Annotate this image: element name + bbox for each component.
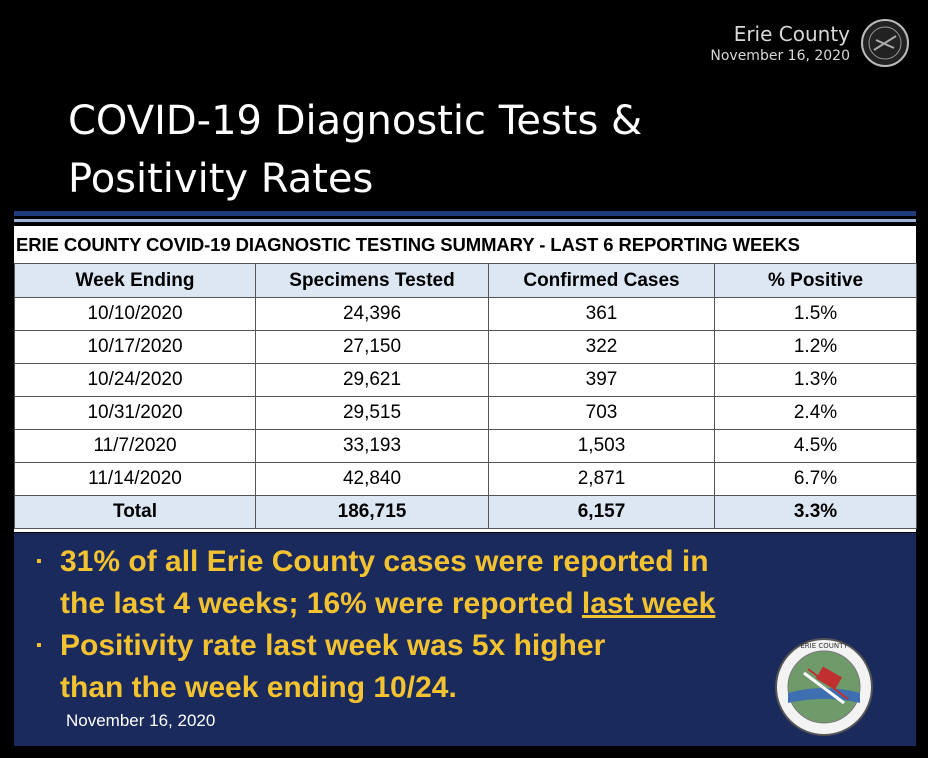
bullet2-line1: Positivity rate last week was 5x higher (60, 629, 606, 662)
total-cases: 6,157 (488, 495, 715, 529)
cell-specimens: 29,515 (255, 396, 489, 430)
total-specimens: 186,715 (255, 495, 489, 529)
col-header-specimens: Specimens Tested (255, 263, 489, 298)
county-seal-icon (861, 19, 909, 67)
header-date: November 16, 2020 (710, 48, 850, 64)
seal-lettering: ERIE COUNTY (800, 642, 848, 650)
divider-light (14, 219, 916, 222)
bullet1-line2: the last 4 weeks; 16% were reported last… (60, 583, 715, 625)
cell-specimens: 42,840 (255, 462, 489, 496)
col-header-cases: Confirmed Cases (488, 263, 715, 298)
testing-summary-table: ERIE COUNTY COVID-19 DIAGNOSTIC TESTING … (14, 226, 917, 532)
cell-positive: 1.5% (714, 297, 917, 331)
table-row: 10/10/2020 24,396 361 1.5% (14, 297, 917, 331)
bullet1-line1: 31% of all Erie County cases were report… (60, 545, 709, 578)
cell-specimens: 33,193 (255, 429, 489, 463)
table-total-row: Total 186,715 6,157 3.3% (14, 495, 917, 529)
table-caption: ERIE COUNTY COVID-19 DIAGNOSTIC TESTING … (16, 234, 800, 255)
slide-title-line2: Positivity Rates (68, 156, 374, 202)
cell-week: 10/24/2020 (14, 363, 256, 397)
cell-positive: 1.3% (714, 363, 917, 397)
cell-specimens: 29,621 (255, 363, 489, 397)
total-label: Total (14, 495, 256, 529)
cell-week: 11/14/2020 (14, 462, 256, 496)
bullet-marker: ▪ (36, 553, 42, 570)
divider-dark (14, 211, 916, 216)
col-header-positive: % Positive (714, 263, 917, 298)
cell-positive: 4.5% (714, 429, 917, 463)
bullet-list: ▪ 31% of all Erie County cases were repo… (36, 541, 896, 709)
total-positive: 3.3% (714, 495, 917, 529)
slide-title-line1: COVID-19 Diagnostic Tests & (68, 98, 643, 144)
table-header-row: Week Ending Specimens Tested Confirmed C… (14, 263, 917, 298)
bullet1-underlined-text: last week (581, 587, 716, 620)
cell-cases: 397 (488, 363, 715, 397)
cell-cases: 2,871 (488, 462, 715, 496)
slide-title: COVID-19 Diagnostic Tests & Positivity R… (68, 92, 828, 208)
bullet-item: ▪ Positivity rate last week was 5x highe… (36, 625, 896, 709)
col-header-week: Week Ending (14, 263, 256, 298)
data-table: Week Ending Specimens Tested Confirmed C… (14, 263, 917, 529)
county-seal-large-icon: ERIE COUNTY (775, 638, 873, 736)
bullet-marker: ▪ (36, 637, 42, 654)
cell-specimens: 24,396 (255, 297, 489, 331)
footer-date: November 16, 2020 (66, 711, 216, 730)
cell-week: 10/10/2020 (14, 297, 256, 331)
table-row: 10/24/2020 29,621 397 1.3% (14, 363, 917, 397)
cell-specimens: 27,150 (255, 330, 489, 364)
bullet2-line2: than the week ending 10/24. (60, 671, 457, 704)
cell-week: 10/31/2020 (14, 396, 256, 430)
county-name: Erie County (733, 22, 850, 46)
table-row: 11/14/2020 42,840 2,871 6.7% (14, 462, 917, 496)
table-row: 10/31/2020 29,515 703 2.4% (14, 396, 917, 430)
cell-week: 11/7/2020 (14, 429, 256, 463)
cell-cases: 361 (488, 297, 715, 331)
cell-week: 10/17/2020 (14, 330, 256, 364)
bullet-item: ▪ 31% of all Erie County cases were repo… (36, 541, 896, 625)
summary-panel: ▪ 31% of all Erie County cases were repo… (14, 533, 916, 746)
cell-positive: 1.2% (714, 330, 917, 364)
cell-positive: 2.4% (714, 396, 917, 430)
cell-positive: 6.7% (714, 462, 917, 496)
cell-cases: 1,503 (488, 429, 715, 463)
bullet1-line2-text: the last 4 weeks; 16% were reported (60, 587, 582, 620)
table-row: 10/17/2020 27,150 322 1.2% (14, 330, 917, 364)
cell-cases: 322 (488, 330, 715, 364)
header-text: Erie County November 16, 2020 (710, 22, 850, 66)
table-row: 11/7/2020 33,193 1,503 4.5% (14, 429, 917, 463)
cell-cases: 703 (488, 396, 715, 430)
